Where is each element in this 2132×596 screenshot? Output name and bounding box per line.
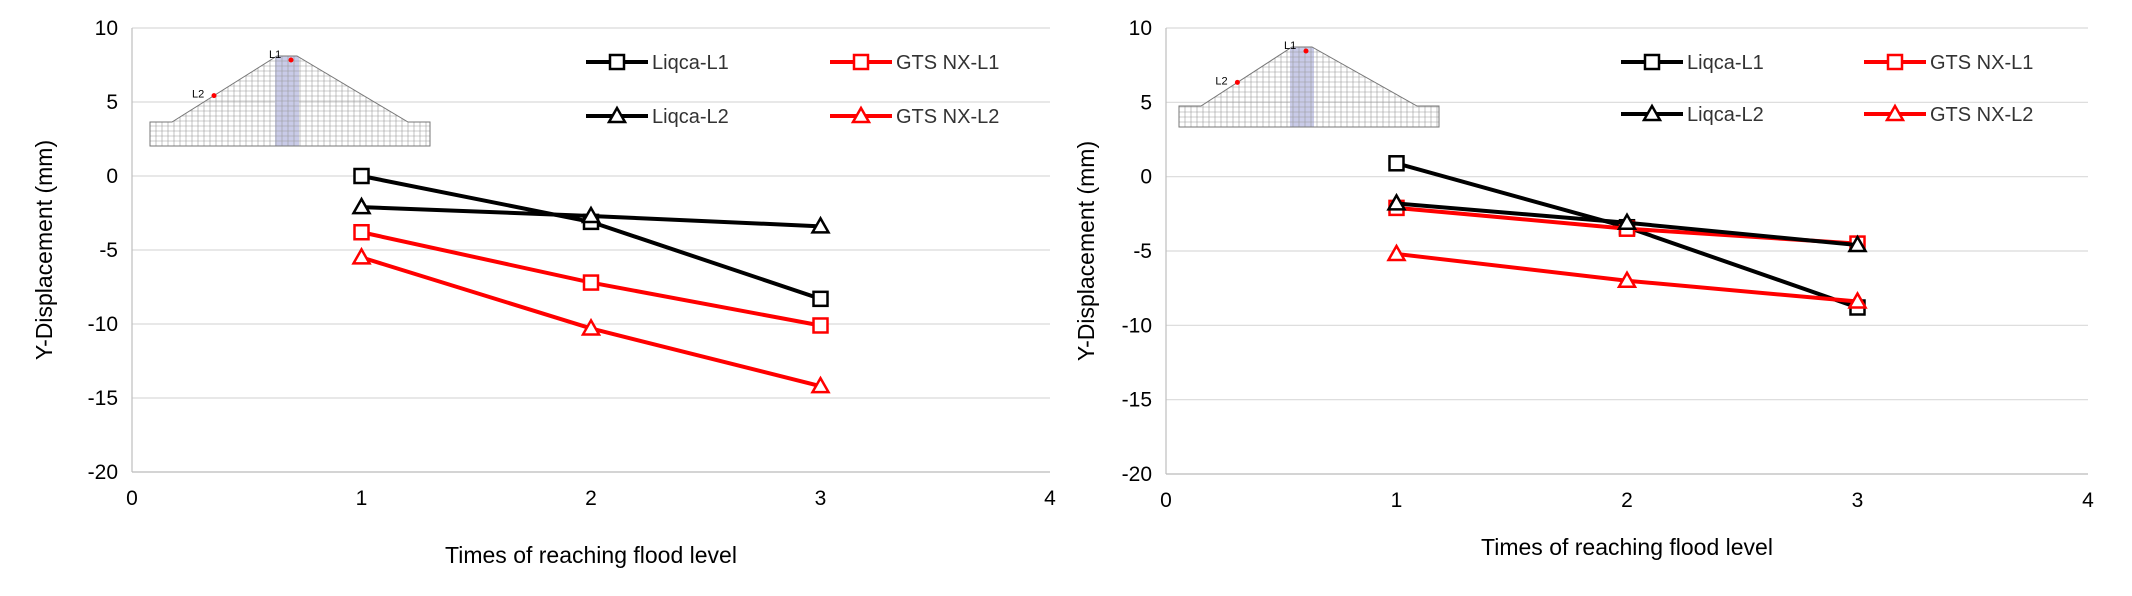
y-tick-label: 10 <box>95 17 118 40</box>
legend-item: GTS NX-L2 <box>830 105 999 128</box>
data-point <box>810 215 831 234</box>
legend-marker <box>1886 53 1904 71</box>
legend-marker <box>850 105 872 124</box>
legend: Liqca-L1 GTS NX-L1 Liqca-L2 GTS NX-L2 <box>586 52 999 128</box>
legend-marker <box>852 53 870 71</box>
series-gts-nx-l2 <box>351 246 831 394</box>
data-point <box>812 290 829 308</box>
x-tick-label: 0 <box>126 487 138 510</box>
legend-marker <box>606 105 628 124</box>
data-point <box>812 317 829 334</box>
data-point <box>353 223 370 241</box>
data-point <box>1388 155 1405 172</box>
y-tick-label: 5 <box>1140 91 1152 114</box>
x-axis-title: Times of reaching flood level <box>1481 534 1773 560</box>
inset-label-l2: L2 <box>1215 75 1227 87</box>
legend: Liqca-L1 GTS NX-L1 Liqca-L2 GTS NX-L2 <box>1621 52 2033 126</box>
y-tick-label: 0 <box>1140 166 1152 189</box>
x-tick-label: 2 <box>1621 489 1633 512</box>
inset-point-l1 <box>1303 48 1309 54</box>
y-tick-label: -15 <box>88 387 118 410</box>
y-tick-label: 10 <box>1129 17 1152 40</box>
embankment-inset: L1 L2 <box>1178 40 1440 128</box>
data-point <box>1847 291 1868 309</box>
data-point <box>580 317 602 336</box>
x-tick-label: 0 <box>1160 489 1172 512</box>
series-gts-nx-l1 <box>353 223 829 334</box>
data-point <box>1616 270 1638 288</box>
data-point <box>1847 234 1868 253</box>
inset-point-l2 <box>1234 79 1240 85</box>
inset-label-l2: L2 <box>192 89 204 101</box>
legend-label: Liqca-L1 <box>652 52 729 74</box>
legend-label: Liqca-L2 <box>1687 104 1764 126</box>
inset-mesh <box>150 56 430 146</box>
inset-label-l1: L1 <box>269 49 281 61</box>
x-tick-label: 2 <box>585 487 597 510</box>
legend-marker <box>1641 103 1663 122</box>
series-gts-nx-l2 <box>1386 243 1868 309</box>
y-tick-label: -10 <box>1122 314 1152 337</box>
legend-marker <box>1643 53 1661 71</box>
y-tick-label: 0 <box>106 165 118 188</box>
embankment-inset: L1 L2 <box>149 49 431 147</box>
y-tick-label: -20 <box>1122 463 1152 486</box>
legend-label: GTS NX-L2 <box>896 106 999 128</box>
x-tick-label: 1 <box>1391 489 1403 512</box>
legend-label: Liqca-L1 <box>1687 52 1764 74</box>
data-point <box>353 167 370 185</box>
x-tick-label: 3 <box>815 487 827 510</box>
series-liqca-l2 <box>1386 192 1868 253</box>
y-tick-label: -10 <box>88 313 118 336</box>
x-tick-label: 4 <box>2082 489 2094 512</box>
inset-point-l2 <box>211 93 217 99</box>
data-point <box>351 196 372 215</box>
legend-item: Liqca-L2 <box>1621 103 1764 126</box>
data-point <box>580 205 602 224</box>
legend-item: GTS NX-L1 <box>1864 52 2033 74</box>
y-tick-label: -5 <box>99 239 118 262</box>
data-point <box>1386 243 1407 262</box>
chart-panel-left: 10 5 0 -5 -10 -15 -20 0 1 2 3 4 Times of reaching fl… <box>31 17 1056 568</box>
series-liqca-l2 <box>351 196 831 234</box>
y-tick-label: -5 <box>1133 240 1152 263</box>
legend-label: GTS NX-L2 <box>1930 104 2033 126</box>
legend-item: Liqca-L1 <box>1621 52 1764 74</box>
legend-label: Liqca-L2 <box>652 106 729 128</box>
chart-left: 10 5 0 -5 -10 -15 -20 0 1 2 3 4 Times of reaching fl… <box>31 17 1056 568</box>
chart-right: 10 5 0 -5 -10 -15 -20 0 1 2 3 4 Times of reaching fl… <box>1073 17 2094 560</box>
inset-outline <box>1178 46 1440 128</box>
chart-panel-right: 10 5 0 -5 -10 -15 -20 0 1 2 3 4 Times of reaching fl… <box>1066 0 2132 596</box>
legend-marker <box>1884 103 1906 122</box>
x-tick-label: 4 <box>1044 487 1056 510</box>
data-point <box>810 375 831 394</box>
legend-marker <box>608 53 626 71</box>
inset-label-l1: L1 <box>1284 40 1296 52</box>
inset-outline <box>149 55 431 147</box>
y-tick-label: -15 <box>1122 389 1152 412</box>
y-axis-title: Y-Displacement (mm) <box>31 140 57 360</box>
x-tick-label: 3 <box>1852 489 1864 512</box>
legend-item: Liqca-L2 <box>586 105 729 128</box>
legend-label: GTS NX-L1 <box>1930 52 2033 74</box>
data-point <box>1386 192 1407 211</box>
data-point <box>351 246 372 265</box>
legend-item: GTS NX-L2 <box>1864 103 2033 126</box>
y-tick-label: -20 <box>88 461 118 484</box>
y-tick-label: 5 <box>106 91 118 114</box>
legend-item: Liqca-L1 <box>586 52 729 74</box>
x-axis-title: Times of reaching flood level <box>445 542 737 568</box>
legend-label: GTS NX-L1 <box>896 52 999 74</box>
x-tick-label: 1 <box>356 487 368 510</box>
y-axis-title: Y-Displacement (mm) <box>1073 141 1099 361</box>
inset-point-l1 <box>288 57 294 63</box>
legend-item: GTS NX-L1 <box>830 52 999 74</box>
data-point <box>1616 212 1638 231</box>
data-point <box>582 274 600 291</box>
